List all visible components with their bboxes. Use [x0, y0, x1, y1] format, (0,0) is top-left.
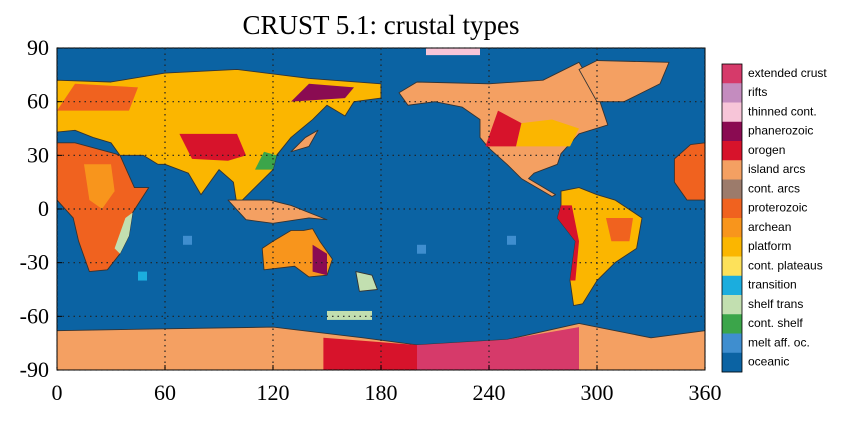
legend-label: island arcs — [748, 162, 805, 176]
legend-swatch — [722, 295, 742, 315]
legend-swatch — [722, 198, 742, 219]
legend-swatch — [722, 352, 742, 373]
africa-shelf — [114, 212, 133, 254]
legend-label: platform — [748, 239, 791, 253]
andes — [557, 205, 579, 281]
africa-craton — [84, 164, 115, 209]
y-tick-label: 0 — [38, 196, 49, 221]
legend-frame — [721, 63, 743, 373]
legend-swatch — [722, 141, 742, 161]
y-tick-label: 30 — [27, 142, 49, 167]
ocean-cell — [507, 235, 516, 245]
x-tick-label: 120 — [257, 380, 290, 405]
rockies — [485, 110, 522, 147]
legend: extended crust rifts thinned cont. phaneroz… — [721, 63, 827, 373]
legend-swatch — [722, 102, 742, 123]
legend-label: extended crust — [748, 66, 827, 80]
y-tick-label: -60 — [20, 303, 49, 328]
ocean-cell — [183, 235, 192, 245]
antarctica-ext — [416, 327, 579, 370]
japan — [291, 130, 318, 151]
brazil-craton — [606, 217, 633, 242]
china-shelf — [255, 151, 277, 170]
new-zealand — [356, 272, 378, 292]
legend-swatch — [722, 83, 742, 103]
south-america — [557, 188, 642, 306]
legend-swatch — [722, 275, 742, 296]
x-tick-label: 240 — [473, 380, 506, 405]
legend-label: thinned cont. — [748, 104, 817, 118]
legend-swatch — [722, 64, 742, 84]
legend-label: oceanic — [748, 355, 789, 369]
legend-label: rifts — [748, 85, 767, 99]
legend-label: melt aff. oc. — [748, 335, 810, 349]
legend-swatch — [722, 314, 742, 334]
australia-east — [312, 244, 327, 276]
x-tick-label: 180 — [365, 380, 398, 405]
legend-label: cont. plateaus — [748, 258, 823, 272]
x-tick-label: 60 — [154, 380, 176, 405]
legend-label: cont. arcs — [748, 181, 800, 195]
legend-label: phanerozoic — [748, 124, 813, 138]
legend-swatch — [722, 121, 742, 142]
legend-label: orogen — [748, 143, 785, 157]
himalaya — [179, 133, 246, 161]
map-title: CRUST 5.1: crustal types — [242, 10, 519, 40]
y-tick-label: 90 — [27, 35, 49, 60]
legend-label: cont. shelf — [748, 316, 803, 330]
legend-swatch — [722, 160, 742, 180]
x-tick-label: 300 — [581, 380, 614, 405]
siberia-ph — [291, 83, 354, 102]
x-tick-label: 0 — [52, 380, 63, 405]
indonesia — [228, 200, 327, 223]
legend-swatch — [722, 179, 742, 200]
na-platform — [516, 119, 579, 147]
ocean-cell — [327, 310, 372, 320]
ocean-cell — [138, 271, 147, 281]
arctic-thinned — [425, 48, 480, 56]
legend-label: shelf trans — [748, 297, 803, 311]
legend-label: transition — [748, 278, 797, 292]
europe-craton — [57, 83, 138, 111]
y-tick-label: -30 — [20, 250, 49, 275]
legend-swatch — [722, 237, 742, 257]
ocean-cell — [417, 244, 426, 254]
x-tick-label: 360 — [689, 380, 722, 405]
antarctica-west — [323, 337, 417, 370]
legend-swatch — [722, 256, 742, 277]
legend-label: proterozoic — [748, 201, 807, 215]
y-tick-label: 60 — [27, 89, 49, 114]
legend-swatch — [722, 333, 742, 354]
y-tick-label: -90 — [20, 357, 49, 382]
legend-label: archean — [748, 220, 791, 234]
legend-swatch — [722, 218, 742, 238]
